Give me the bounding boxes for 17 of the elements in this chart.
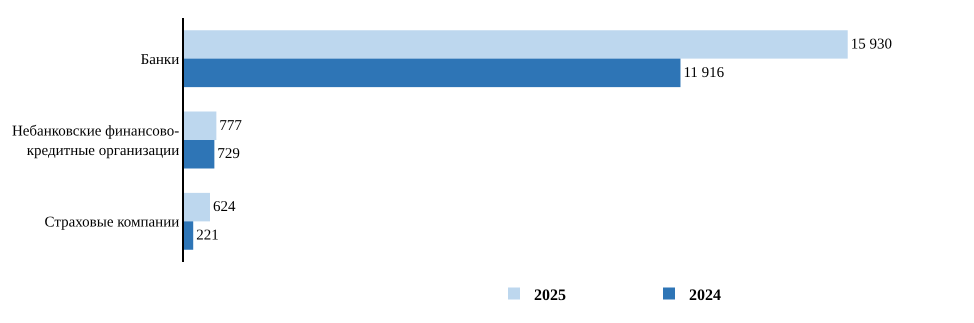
data-label: 777 (219, 118, 242, 134)
data-label: 11 916 (683, 64, 725, 81)
y-tick-label: Страховые компании (44, 214, 180, 231)
y-tick-label: Небанковские финансово-кредитные организации (12, 124, 180, 159)
data-label: 624 (213, 199, 236, 216)
data-label: 729 (217, 146, 240, 162)
bar (184, 140, 214, 168)
data-label: 15 930 (850, 36, 892, 52)
bar (184, 192, 210, 222)
bar (184, 221, 194, 250)
bar (184, 58, 680, 88)
legend-label: 2025 (534, 286, 566, 304)
data-label: 221 (196, 228, 219, 244)
bar (184, 112, 216, 140)
bar (184, 30, 848, 59)
legend-label: 2024 (689, 286, 721, 304)
y-tick-label: Банки (140, 52, 180, 68)
